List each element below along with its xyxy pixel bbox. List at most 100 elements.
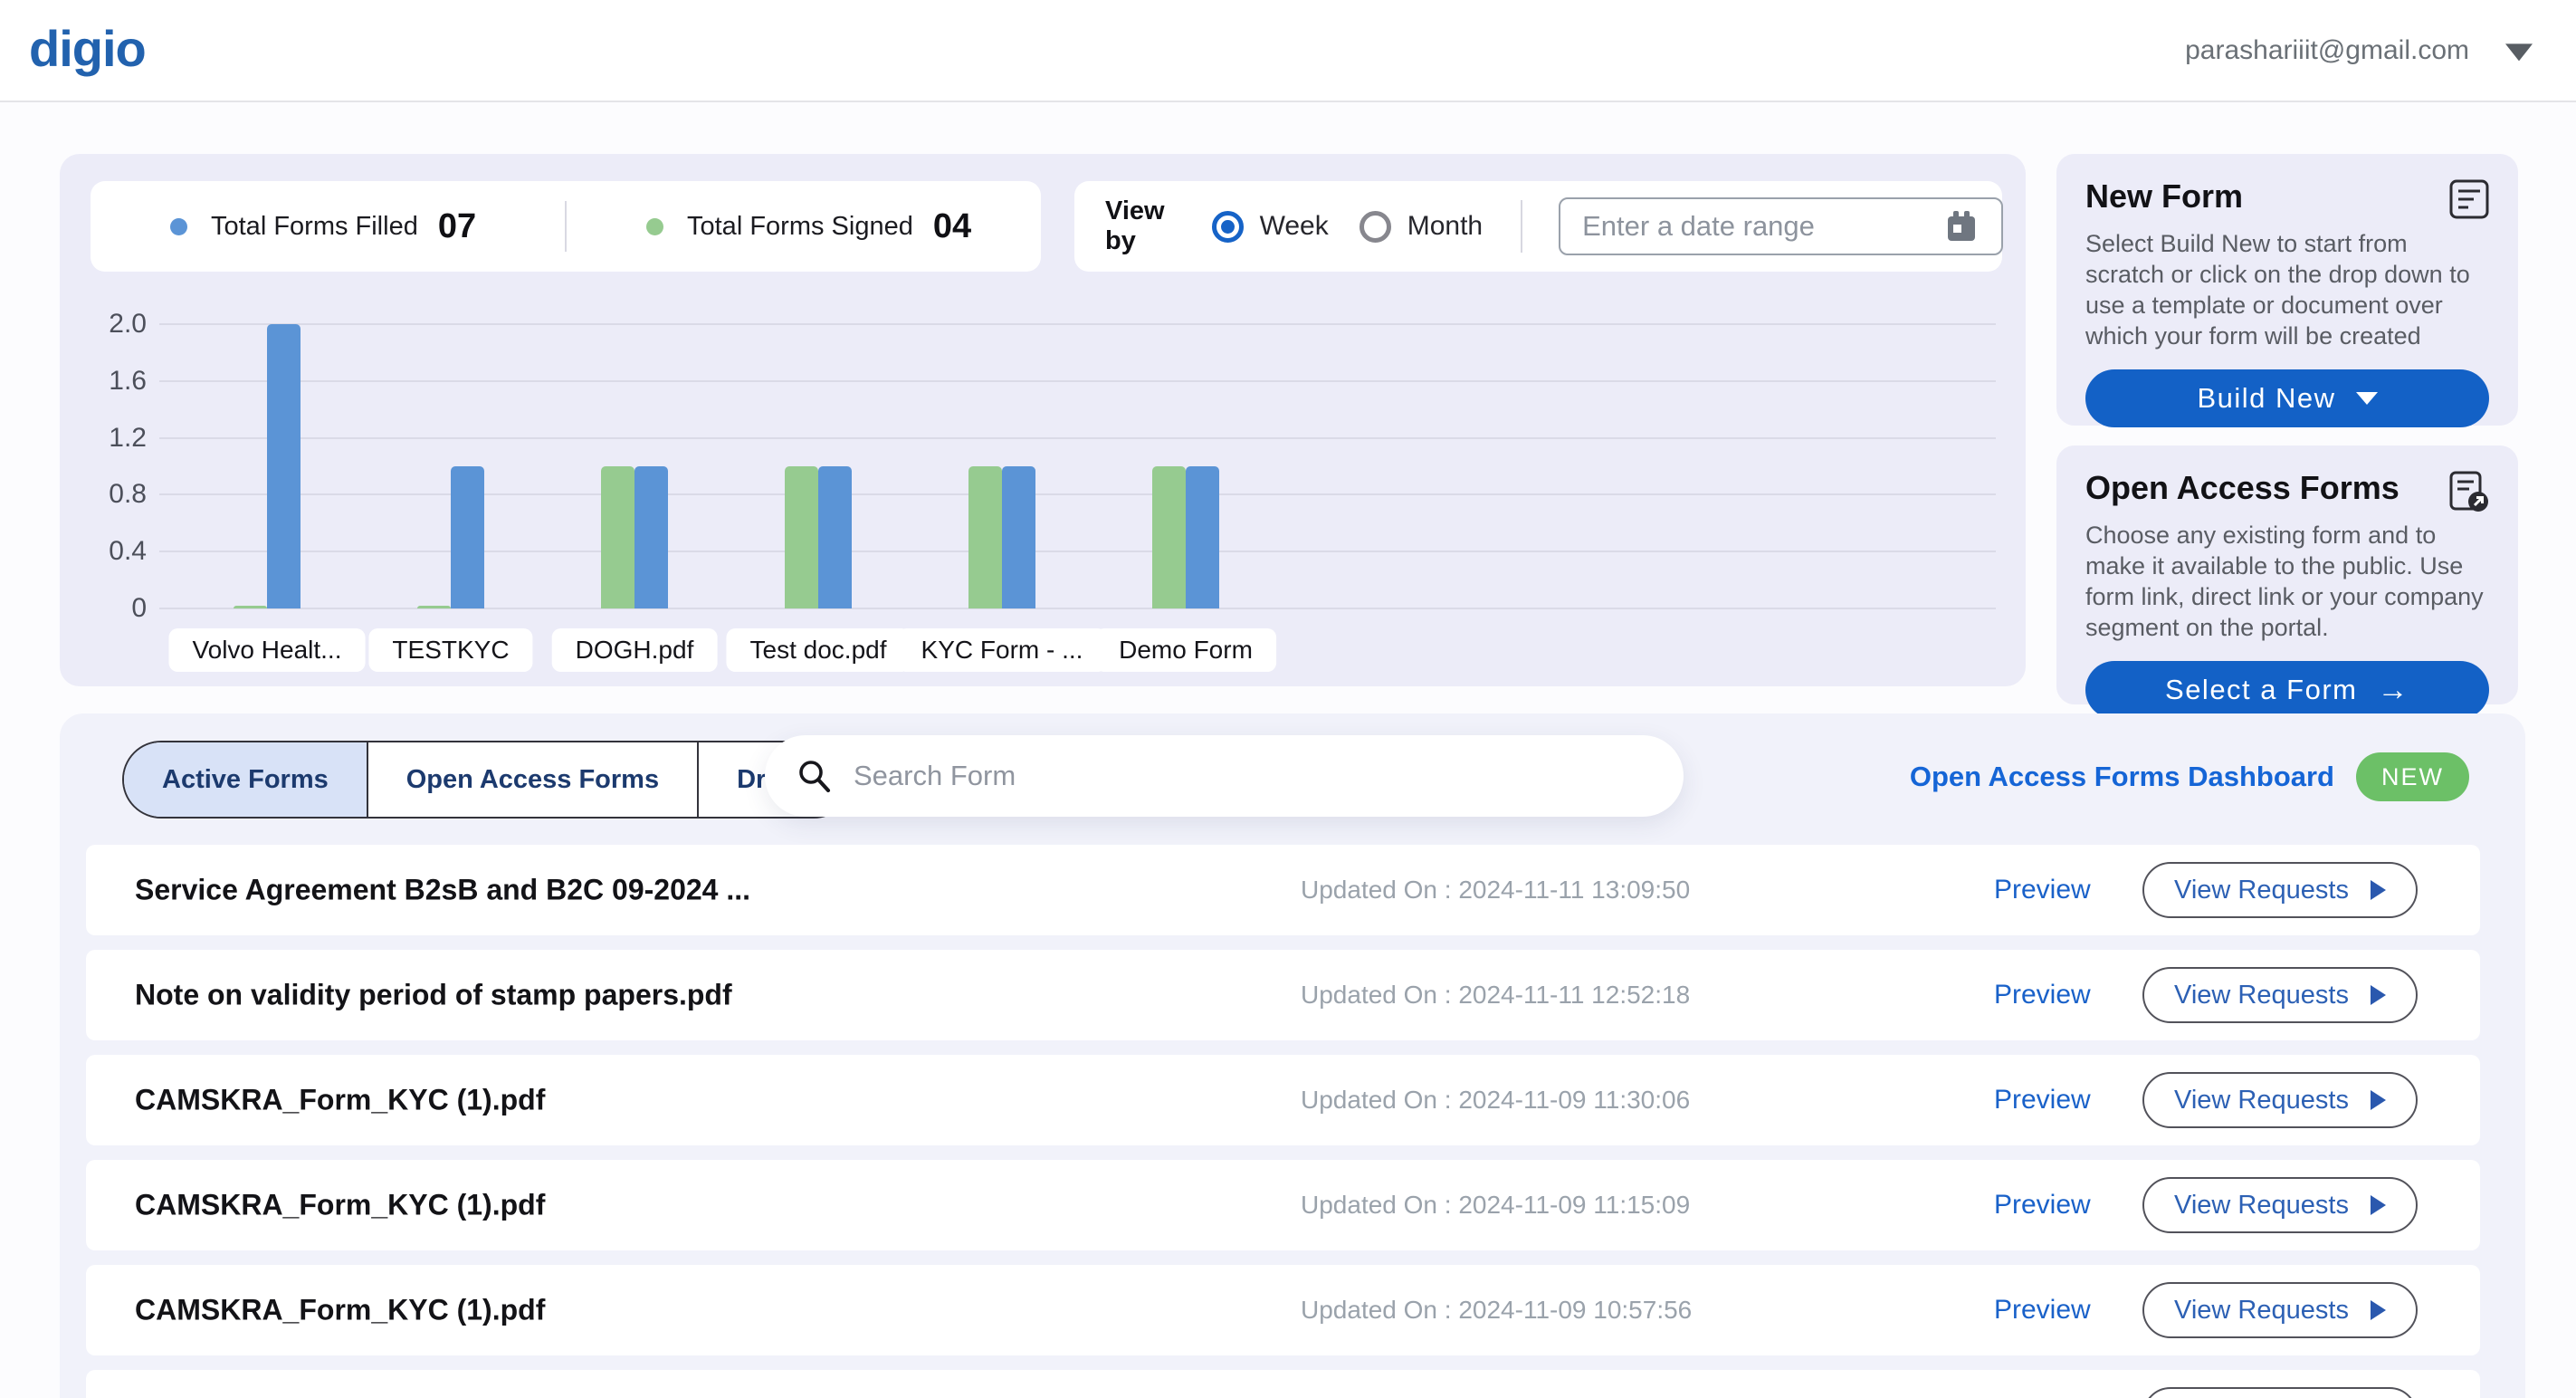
form-list-row: CAMSKRA_Form_KYC (1).pdf Updated On : 20…	[86, 1055, 2480, 1145]
forms-tab-group: Active Forms Open Access Forms Drafts	[122, 741, 853, 819]
total-forms-signed-legend: Total Forms Signed 04	[567, 207, 1041, 246]
chart-category-label: DOGH.pdf	[551, 628, 718, 672]
form-list-row: Note on validity period of stamp papers.…	[86, 950, 2480, 1040]
week-radio[interactable]	[1211, 210, 1244, 243]
digio-logo[interactable]: digio	[29, 19, 147, 77]
new-form-description: Select Build New to start from scratch o…	[2085, 230, 2470, 350]
month-radio[interactable]	[1359, 210, 1391, 243]
chart-category-label: Volvo Healt...	[168, 628, 366, 672]
y-axis-tick-label: 0.4	[109, 536, 147, 567]
chart-gridline	[159, 379, 1996, 382]
total-forms-filled-legend: Total Forms Filled 07	[91, 207, 565, 246]
totals-legend-card: Total Forms Filled 07 Total Forms Signed…	[91, 181, 1041, 272]
signed-bar	[785, 466, 818, 608]
preview-link[interactable]: Preview	[1994, 1190, 2091, 1220]
controls-divider	[1521, 200, 1523, 253]
chart-gridline	[159, 436, 1996, 439]
dropdown-caret-icon[interactable]	[2355, 392, 2378, 405]
build-new-label: Build New	[2197, 382, 2336, 414]
new-form-title: New Form	[2085, 177, 2244, 215]
signed-legend-label: Total Forms Signed	[687, 211, 913, 241]
filled-legend-label: Total Forms Filled	[211, 211, 418, 241]
y-axis-tick-label: 1.6	[109, 365, 147, 396]
account-menu-caret-icon[interactable]	[2505, 43, 2533, 61]
view-requests-label: View Requests	[2174, 875, 2349, 905]
form-title: CAMSKRA_Form_KYC (1).pdf	[135, 1188, 546, 1221]
view-requests-button[interactable]: View Requests	[2142, 1072, 2418, 1128]
form-updated-on: Updated On : 2024-11-09 11:15:09	[1301, 1191, 1691, 1219]
month-radio-label[interactable]: Month	[1407, 211, 1484, 241]
week-radio-label[interactable]: Week	[1259, 211, 1329, 241]
filled-bar	[267, 324, 301, 608]
tab-active-forms[interactable]: Active Forms	[124, 742, 368, 817]
open-access-description: Choose any existing form and to make it …	[2085, 522, 2484, 641]
play-icon	[2370, 1300, 2386, 1320]
preview-link[interactable]: Preview	[1994, 875, 2091, 905]
chart-category-label: Test doc.pdf	[726, 628, 911, 672]
preview-link[interactable]: Preview	[1994, 980, 2091, 1010]
open-access-forms-card: Open Access Forms Choose any existing fo…	[2056, 445, 2518, 719]
open-access-form-icon	[2449, 471, 2488, 512]
signed-legend-dot-icon	[646, 217, 663, 235]
view-by-label: View by	[1105, 196, 1165, 255]
date-range-field[interactable]	[1559, 197, 2004, 255]
filled-bar	[1002, 466, 1035, 608]
filled-legend-dot-icon	[170, 217, 187, 235]
new-form-card: New Form Select Build New to start from …	[2056, 154, 2518, 427]
form-updated-on: Updated On : 2024-11-11 12:52:18	[1301, 981, 1691, 1009]
chart-category-label: KYC Form - ...	[897, 628, 1107, 672]
form-updated-on: Updated On : 2024-11-11 13:09:50	[1301, 876, 1691, 904]
view-requests-button[interactable]: View Requests	[2142, 1282, 2418, 1338]
arrow-right-icon: →	[2377, 673, 2409, 707]
signed-bar	[1152, 466, 1186, 608]
select-a-form-label: Select a Form	[2165, 674, 2358, 705]
chart-y-axis: 0 0.4 0.8 1.2 1.6 2.0	[60, 309, 147, 623]
chart-gridline	[159, 608, 1996, 609]
forms-list: Service Agreement B2sB and B2C 09-2024 .…	[86, 845, 2480, 1398]
preview-link[interactable]: Preview	[1994, 1085, 2091, 1115]
y-axis-tick-label: 0.8	[109, 479, 147, 510]
filled-legend-value: 07	[437, 206, 477, 245]
form-updated-on: Updated On : 2024-11-09 10:57:56	[1301, 1296, 1693, 1324]
form-list-row: Service Agreement B2sB and B2C 09-2024 .…	[86, 845, 2480, 935]
chart-category-label: TESTKYC	[368, 628, 533, 672]
view-requests-label: View Requests	[2174, 1190, 2349, 1220]
account-email[interactable]: parashariiit@gmail.com	[2185, 34, 2469, 65]
y-axis-tick-label: 2.0	[109, 309, 147, 339]
view-requests-button[interactable]: View Requests	[2142, 1177, 2418, 1233]
search-input[interactable]	[854, 760, 1653, 792]
build-new-button[interactable]: Build New	[2085, 369, 2489, 427]
date-range-input[interactable]	[1582, 210, 1944, 243]
signed-bar	[234, 606, 267, 608]
legend-divider	[565, 201, 567, 252]
view-requests-button[interactable]: View Requests	[2142, 862, 2418, 918]
select-a-form-button[interactable]: Select a Form →	[2085, 661, 2489, 719]
filled-bar	[634, 466, 668, 608]
chart-gridline	[159, 323, 1996, 325]
play-icon	[2370, 880, 2386, 900]
view-requests-button[interactable]: View Requests	[2142, 1387, 2418, 1398]
calendar-icon[interactable]	[1943, 208, 1980, 244]
form-list-row: CAMSKRA_Form_KYC (1).pdf Updated On : 20…	[86, 1265, 2480, 1355]
view-requests-button[interactable]: View Requests	[2142, 967, 2418, 1023]
chart-gridline	[159, 551, 1996, 553]
open-access-forms-dashboard-link[interactable]: Open Access Forms Dashboard	[1909, 761, 2334, 792]
filled-bar	[1186, 466, 1219, 608]
form-title: CAMSKRA_Form_KYC (1).pdf	[135, 1293, 546, 1326]
view-requests-label: View Requests	[2174, 980, 2349, 1010]
signed-bar	[968, 466, 1002, 608]
form-updated-on: Updated On : 2024-11-09 11:30:06	[1301, 1086, 1691, 1114]
form-list-row: View Requests	[86, 1370, 2480, 1398]
signed-legend-value: 04	[932, 206, 972, 245]
form-list-row: CAMSKRA_Form_KYC (1).pdf Updated On : 20…	[86, 1160, 2480, 1250]
preview-link[interactable]: Preview	[1994, 1295, 2091, 1325]
play-icon	[2370, 985, 2386, 1005]
open-access-title: Open Access Forms	[2085, 469, 2399, 506]
view-requests-label: View Requests	[2174, 1085, 2349, 1115]
tab-open-access-forms[interactable]: Open Access Forms	[367, 742, 700, 817]
play-icon	[2370, 1195, 2386, 1215]
view-by-controls-card: View by Week Month	[1074, 181, 2004, 272]
search-form-field[interactable]	[765, 735, 1684, 817]
dashboard-link-area: Open Access Forms Dashboard NEW	[1910, 741, 2469, 813]
bar-chart-plot	[159, 323, 1996, 609]
